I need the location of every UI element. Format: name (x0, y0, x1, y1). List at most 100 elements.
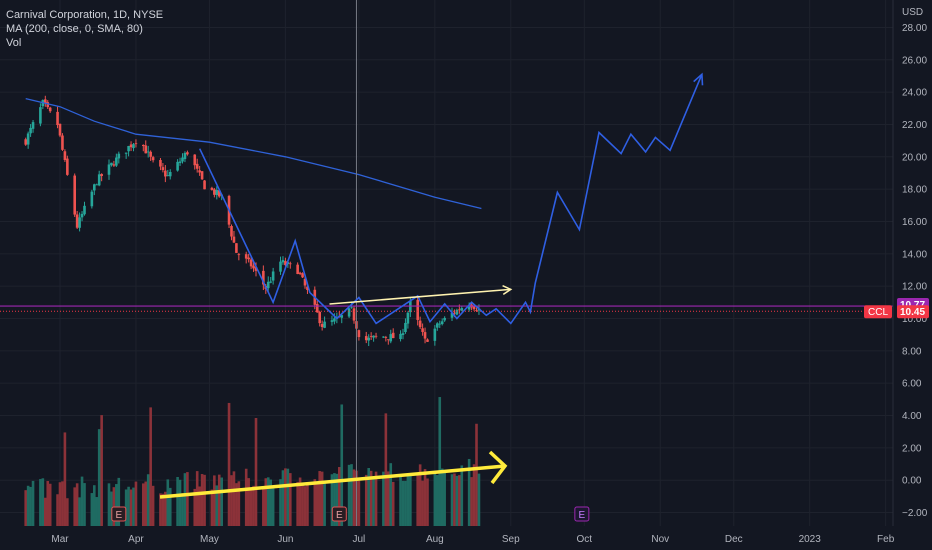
volume-bar (315, 481, 319, 526)
volume-bar (178, 479, 182, 526)
time-tick-label: Oct (577, 534, 593, 545)
volume-bar (286, 468, 290, 526)
candle (75, 210, 79, 230)
price-axis-labels[interactable]: 28.00 26.00 24.00 22.00 20.00 18.00 16.00 14.00… (902, 23, 928, 519)
candle (149, 150, 152, 161)
earnings-marker[interactable]: E (331, 506, 347, 522)
volume-bar (421, 480, 424, 526)
ticker-symbol-text: CCL (868, 307, 888, 318)
candle (389, 329, 393, 344)
volume-bar (460, 465, 464, 526)
candle (235, 243, 238, 253)
volume-bar (215, 485, 219, 526)
volume-trend-arrow[interactable] (159, 450, 508, 499)
volume-bar (203, 474, 206, 526)
candle (151, 155, 155, 163)
legend-symbol[interactable]: Carnival Corporation, 1D, NYSE (6, 9, 164, 21)
candle (115, 153, 118, 167)
candle (31, 120, 35, 133)
candle (132, 142, 135, 152)
earnings-badge-text: E (579, 510, 586, 521)
volume-bar (472, 464, 476, 526)
candle (406, 311, 410, 329)
candle (210, 186, 214, 191)
candle (315, 300, 319, 313)
volume-bar (289, 473, 292, 526)
volume-bar (313, 479, 317, 526)
candle (58, 123, 62, 138)
legend-ma[interactable]: MA (200, close, 0, SMA, 80) (6, 23, 143, 35)
volume-bar (281, 470, 285, 526)
candle (117, 151, 121, 164)
candle (142, 144, 145, 152)
candle (129, 141, 133, 152)
projection-line[interactable] (198, 73, 703, 325)
candle (281, 256, 285, 265)
candle (178, 157, 182, 166)
candle (26, 131, 30, 149)
volume-bar (443, 471, 446, 526)
volume-bar (477, 473, 481, 526)
candle (391, 328, 395, 339)
candle (352, 305, 356, 324)
candle (78, 212, 81, 232)
price-tick-label: 20.00 (902, 152, 927, 163)
volume-bar (227, 402, 231, 526)
last-price-badge: CCL 10.45 (864, 305, 929, 319)
candle (90, 189, 94, 209)
candle (24, 137, 27, 146)
candle (357, 329, 361, 341)
candle (168, 169, 172, 180)
volume-bar (458, 475, 461, 526)
price-tick-label: 18.00 (902, 185, 927, 196)
candle (421, 323, 424, 336)
candle (146, 145, 150, 158)
candle (161, 163, 165, 173)
candle (159, 157, 162, 171)
time-tick-label: Feb (877, 534, 895, 545)
candle (347, 307, 351, 319)
candle (63, 149, 67, 162)
volume-bar (161, 493, 165, 526)
volume-bar (369, 470, 373, 526)
volume-bar (217, 474, 221, 526)
candle (61, 133, 64, 151)
volume-bar (401, 480, 405, 526)
volume-bar (115, 484, 118, 526)
candle (252, 261, 255, 272)
candle (266, 276, 270, 293)
volume-bar (279, 479, 282, 526)
volume-bar (232, 471, 236, 526)
volume-bar (176, 476, 179, 526)
white-trend-arrow[interactable] (329, 285, 513, 305)
candle (443, 316, 446, 322)
candle (176, 159, 179, 172)
candle (367, 334, 370, 347)
volume-bar (440, 468, 444, 526)
volume-bar (367, 467, 370, 526)
time-axis-labels[interactable]: Mar Apr May Jun Jul Aug Sep Oct Nov Dec 2023 Feb (51, 534, 894, 545)
legend-volume[interactable]: Vol (6, 37, 22, 49)
volume-bar (235, 483, 238, 526)
candle (284, 257, 287, 267)
time-tick-label: Sep (502, 534, 520, 545)
earnings-marker[interactable]: E (111, 506, 127, 522)
volume-bar (117, 477, 121, 526)
volume-bar (382, 471, 385, 526)
candle (289, 261, 292, 269)
volume-bar (213, 475, 216, 526)
earnings-badge-text: E (336, 510, 343, 521)
candle (56, 106, 59, 129)
earnings-marker[interactable]: E (574, 506, 590, 522)
volume-bar (159, 493, 162, 526)
volume-bar (404, 480, 407, 526)
volume-bar (129, 489, 133, 526)
candle (269, 277, 272, 284)
volume-bar (303, 486, 307, 526)
volume-bar (48, 483, 52, 526)
candle (164, 165, 167, 183)
candle (416, 295, 419, 326)
volume-bar (374, 471, 378, 526)
